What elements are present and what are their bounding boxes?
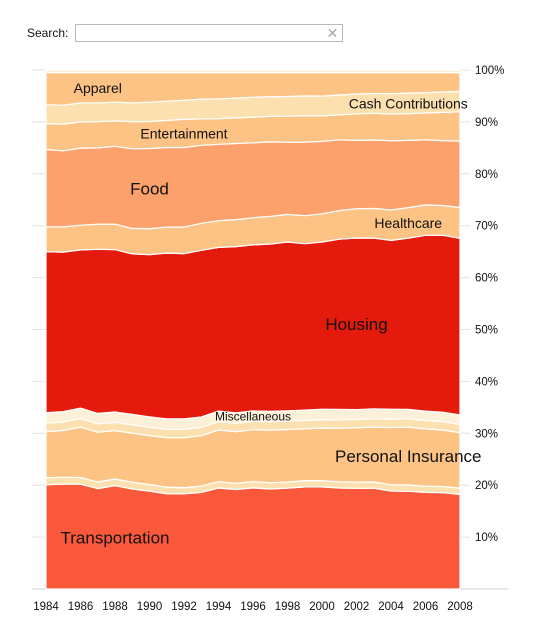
area-label-food: Food <box>130 180 169 199</box>
area-label-healthcare: Healthcare <box>374 215 442 231</box>
area-label-apparel: Apparel <box>74 80 122 96</box>
chart-areas <box>45 69 461 590</box>
area-housing[interactable] <box>45 234 461 420</box>
x-tick-label: 1984 <box>33 601 59 613</box>
search-label: Search: <box>27 26 69 40</box>
area-label-cash-contributions: Cash Contributions <box>349 95 468 111</box>
chart-area-labels: Transportation Personal Insurance Miscella… <box>61 80 482 548</box>
y-tick-label: 30% <box>475 428 498 440</box>
x-tick-label: 1988 <box>102 601 128 613</box>
search-bar: Search: ✕ <box>27 22 344 44</box>
area-label-miscellaneous: Miscellaneous <box>215 409 291 423</box>
area-label-transportation: Transportation <box>61 528 170 547</box>
x-tick-label: 2002 <box>344 601 370 613</box>
x-tick-label: 1990 <box>137 601 163 613</box>
chart-axes: 10% 20% 30% 40% 50% 60% 70% 80% 90% 100% 1984 1986 1… <box>33 65 504 613</box>
y-tick-label: 60% <box>475 273 498 285</box>
x-tick-label: 2006 <box>413 601 439 613</box>
x-tick-label: 1996 <box>240 601 266 613</box>
x-tick-label: 1994 <box>206 601 232 613</box>
x-tick-label: 2000 <box>309 601 335 613</box>
search-input[interactable] <box>79 27 320 41</box>
y-tick-label: 90% <box>475 117 498 129</box>
y-tick-label: 80% <box>475 169 498 181</box>
area-label-personal-insurance: Personal Insurance <box>335 447 481 466</box>
x-tick-label: 1986 <box>68 601 94 613</box>
x-tick-label: 1998 <box>275 601 301 613</box>
x-tick-label: 1992 <box>171 601 197 613</box>
search-box[interactable]: ✕ <box>75 24 344 42</box>
close-icon[interactable]: ✕ <box>326 25 339 41</box>
area-separator-11[interactable] <box>45 69 461 74</box>
y-tick-label: 50% <box>475 325 498 337</box>
area-label-entertainment: Entertainment <box>140 125 227 141</box>
y-tick-label: 20% <box>475 480 498 492</box>
y-tick-label: 10% <box>475 532 498 544</box>
y-tick-label: 40% <box>475 376 498 388</box>
x-tick-label: 2008 <box>447 601 473 613</box>
y-tick-label: 70% <box>475 221 498 233</box>
y-tick-label: 100% <box>475 65 504 77</box>
area-label-housing: Housing <box>325 315 387 334</box>
x-tick-label: 2004 <box>378 601 404 613</box>
